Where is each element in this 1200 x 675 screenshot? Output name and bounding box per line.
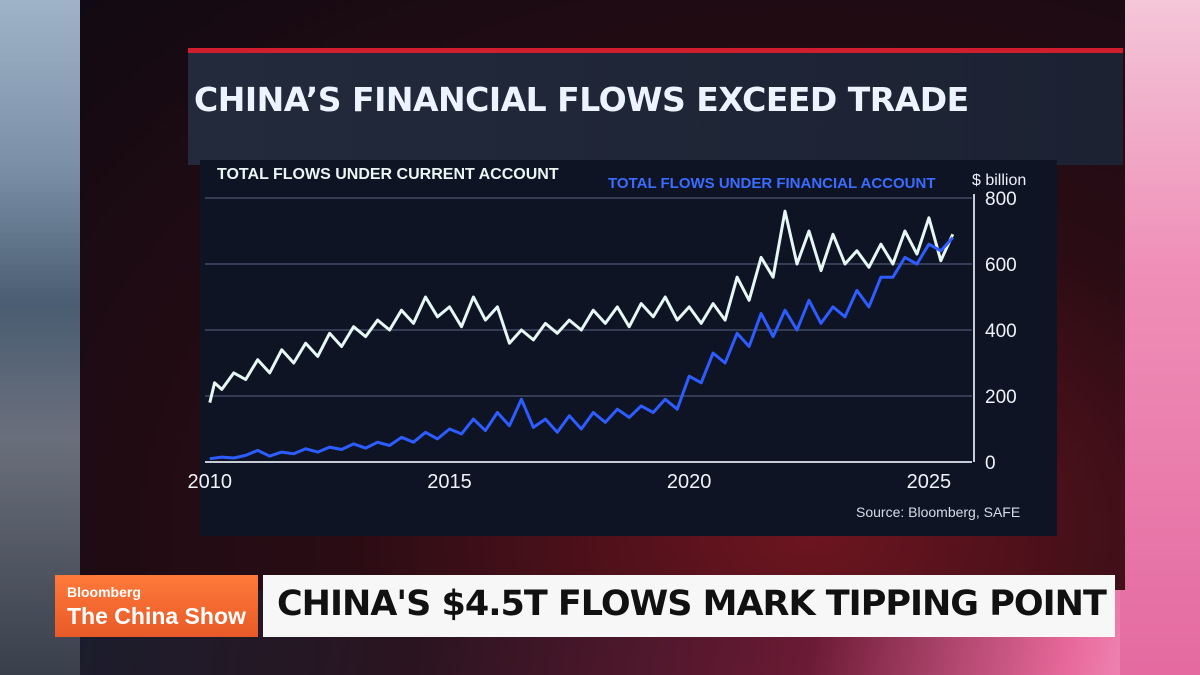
series-line-current-account: [208, 209, 955, 403]
studio-background-right: [1120, 0, 1200, 675]
chart-headline: CHINA’S FINANCIAL FLOWS EXCEED TRADE: [194, 80, 969, 119]
x-tick-label: 2015: [427, 471, 472, 493]
y-tick-label: 0: [985, 453, 996, 474]
y-tick-label: 600: [985, 255, 1017, 276]
brand-name: Bloomberg: [67, 584, 141, 600]
source-note: Source: Bloomberg, SAFE: [856, 504, 1021, 520]
y-tick-label: 200: [985, 387, 1017, 408]
chart-area: [200, 160, 1057, 536]
ticker-headline: CHINA'S $4.5T FLOWS MARK TIPPING POINT: [277, 584, 1107, 624]
legend-financial-account: TOTAL FLOWS UNDER FINANCIAL ACCOUNT: [608, 175, 936, 192]
y-axis-unit-label: $ billion: [972, 172, 1027, 189]
show-brand-box: Bloomberg The China Show: [55, 575, 258, 637]
legend-current-account: TOTAL FLOWS UNDER CURRENT ACCOUNT: [217, 166, 559, 183]
y-tick-label: 800: [985, 189, 1017, 210]
headline-panel: [188, 48, 1123, 165]
x-tick-label: 2020: [667, 471, 712, 493]
y-tick-label: 400: [985, 321, 1017, 342]
lower-third-banner: Bloomberg The China Show CHINA'S $4.5T F…: [55, 575, 1115, 637]
x-tick-label: 2025: [907, 471, 952, 493]
x-tick-label: 2010: [188, 471, 233, 493]
studio-background-left: [0, 0, 80, 675]
series-line-financial-account: [209, 236, 954, 461]
show-name: The China Show: [67, 603, 246, 629]
headline-ticker: CHINA'S $4.5T FLOWS MARK TIPPING POINT: [263, 575, 1115, 637]
